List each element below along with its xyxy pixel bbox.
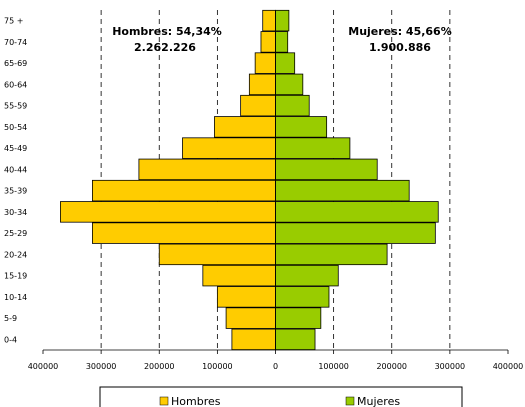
bar-mujeres-65-69 xyxy=(275,52,296,74)
bar-mujeres-55-59 xyxy=(275,94,310,117)
bar-mujeres-30-34 xyxy=(275,201,439,223)
age-label: 5-9 xyxy=(4,314,17,323)
axes xyxy=(42,10,509,354)
bar-mujeres-45-49 xyxy=(275,137,351,159)
bar-hombres-10-14 xyxy=(216,286,276,308)
age-label: 65-69 xyxy=(4,59,27,68)
x-tick-labels: 400000 300000 200000 100000 0 100000 200000 300… xyxy=(28,362,524,371)
bar-mujeres-75 xyxy=(275,9,290,32)
women-annotation-percent: Mujeres: 45,66% xyxy=(348,25,452,38)
bar-mujeres-35-39 xyxy=(275,179,410,202)
women-annotation-total: 1.900.886 xyxy=(369,41,431,54)
bar-hombres-20-24 xyxy=(158,243,276,266)
bar-hombres-75 xyxy=(262,9,276,32)
age-label: 30-34 xyxy=(4,208,27,217)
x-tick-label: 0 xyxy=(273,362,278,371)
bar-mujeres-50-54 xyxy=(275,116,328,138)
bar-hombres-5-9 xyxy=(225,307,276,329)
legend-swatch-hombres xyxy=(159,396,169,406)
bar-hombres-55-59 xyxy=(240,94,276,117)
legend-label-hombres: Hombres xyxy=(171,395,221,407)
x-tick-label: 100000 xyxy=(318,362,349,371)
age-label: 70-74 xyxy=(4,38,27,47)
bar-mujeres-0-4 xyxy=(275,328,316,351)
bar-hombres-40-44 xyxy=(138,158,276,181)
age-label: 60-64 xyxy=(4,80,27,89)
bar-mujeres-70-74 xyxy=(275,31,289,53)
age-label: 55-59 xyxy=(4,102,27,111)
legend-label-mujeres: Mujeres xyxy=(357,395,400,407)
age-group-labels: 0-4 5-9 10-14 15-19 20-24 25-29 30-34 35-39 40-4… xyxy=(4,17,27,345)
age-label: 10-14 xyxy=(4,293,27,302)
legend-box xyxy=(99,386,463,407)
x-tick-label: 200000 xyxy=(144,362,175,371)
legend-swatch-mujeres xyxy=(345,396,355,406)
bar-hombres-70-74 xyxy=(260,31,276,53)
men-annotation-total: 2.262.226 xyxy=(134,41,196,54)
bar-hombres-45-49 xyxy=(182,137,276,159)
age-label: 15-19 xyxy=(4,272,27,281)
bar-mujeres-60-64 xyxy=(275,73,304,96)
bar-mujeres-15-19 xyxy=(275,264,339,287)
men-annotation-percent: Hombres: 54,34% xyxy=(112,25,222,38)
age-label: 25-29 xyxy=(4,229,27,238)
age-label: 45-49 xyxy=(4,144,27,153)
legend: Hombres Mujeres xyxy=(99,386,463,407)
x-tick-label: 100000 xyxy=(202,362,233,371)
x-tick-label: 200000 xyxy=(376,362,407,371)
bar-mujeres-25-29 xyxy=(275,222,436,244)
bar-hombres-60-64 xyxy=(248,73,276,96)
bar-mujeres-5-9 xyxy=(275,307,322,329)
bars xyxy=(60,9,439,351)
bar-mujeres-40-44 xyxy=(275,158,378,181)
x-tick-label: 300000 xyxy=(86,362,117,371)
x-tick-label: 400000 xyxy=(28,362,59,371)
bar-hombres-25-29 xyxy=(92,222,276,244)
bar-hombres-0-4 xyxy=(231,328,276,351)
age-label: 75 + xyxy=(4,17,23,26)
age-label: 35-39 xyxy=(4,187,27,196)
x-tick-label: 300000 xyxy=(435,362,466,371)
bar-hombres-50-54 xyxy=(214,116,276,138)
age-label: 40-44 xyxy=(4,165,27,174)
x-tick-label: 400000 xyxy=(493,362,524,371)
bar-hombres-35-39 xyxy=(92,179,276,202)
age-label: 50-54 xyxy=(4,123,27,132)
age-label: 20-24 xyxy=(4,250,27,259)
bar-hombres-30-34 xyxy=(60,201,276,223)
bar-mujeres-10-14 xyxy=(275,286,330,308)
bar-hombres-65-69 xyxy=(254,52,276,74)
bar-hombres-15-19 xyxy=(202,264,276,287)
bar-mujeres-20-24 xyxy=(275,243,388,266)
age-label: 0-4 xyxy=(4,335,17,344)
